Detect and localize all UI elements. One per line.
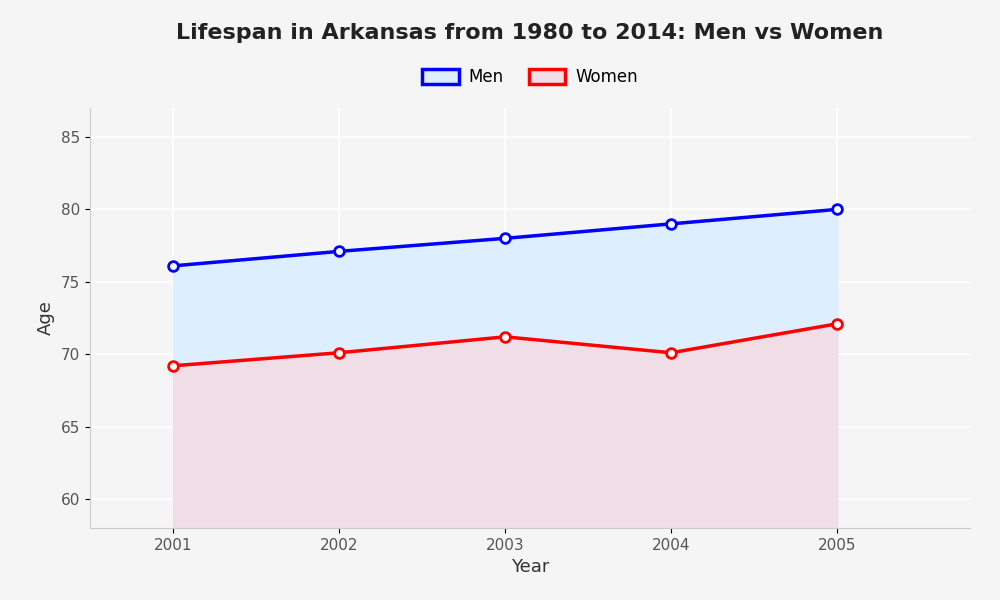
Title: Lifespan in Arkansas from 1980 to 2014: Men vs Women: Lifespan in Arkansas from 1980 to 2014: … bbox=[176, 23, 884, 43]
Legend: Men, Women: Men, Women bbox=[415, 62, 645, 93]
X-axis label: Year: Year bbox=[511, 558, 549, 576]
Y-axis label: Age: Age bbox=[37, 301, 55, 335]
